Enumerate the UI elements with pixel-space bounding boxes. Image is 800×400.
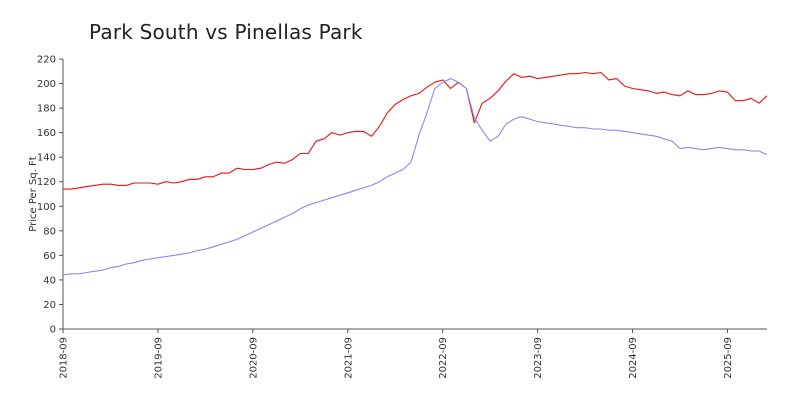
y-tick-label: 120 [37, 177, 56, 188]
x-tick-label: 2022-09 [438, 337, 449, 379]
y-tick-label: 140 [37, 153, 56, 164]
chart-title: Park South vs Pinellas Park [89, 20, 363, 44]
y-tick-label: 40 [43, 275, 56, 286]
x-tick-label: 2019-09 [153, 337, 164, 379]
y-tick-label: 220 [37, 55, 56, 66]
y-tick-label: 180 [37, 104, 56, 115]
y-tick-label: 0 [50, 325, 56, 336]
x-tick-label: 2025-09 [723, 337, 734, 379]
x-tick-label: 2021-09 [343, 337, 354, 379]
x-tick-label: 2020-09 [248, 337, 259, 379]
y-axis-label: Price Per Sq. Ft [28, 156, 39, 231]
y-tick-label: 80 [43, 226, 56, 237]
y-tick-label: 100 [37, 202, 56, 213]
series-line-2 [62, 78, 768, 276]
y-tick-label: 160 [37, 128, 56, 139]
y-tick-label: 60 [43, 251, 56, 262]
y-axis: 0 20 40 60 80 100 120 140 160 180 200 220 [37, 55, 64, 336]
y-tick-label: 200 [37, 79, 56, 90]
series-line-1 [63, 71, 768, 190]
y-tick-label: 20 [43, 300, 56, 311]
x-tick-label: 2024-09 [628, 337, 639, 379]
x-axis: 2018-09 2019-09 2020-09 2021-09 2022-09 2023-… [59, 328, 767, 379]
series-layer [62, 71, 768, 276]
x-tick-label: 2018-09 [59, 337, 70, 379]
x-tick-label: 2023-09 [533, 337, 544, 379]
